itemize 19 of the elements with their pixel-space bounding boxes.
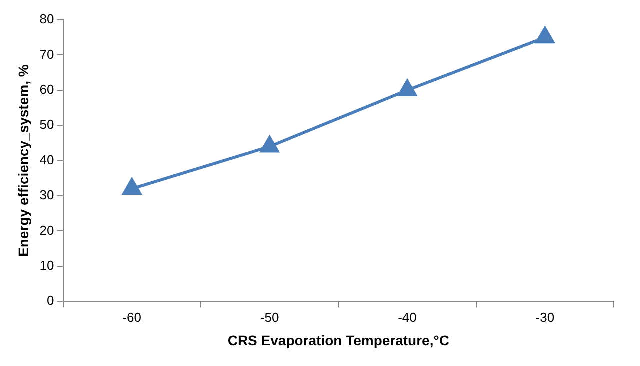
y-tick-label: 30 [40,188,54,203]
y-tick-label: 20 [40,222,54,238]
point [536,27,554,44]
y-tick-label: 50 [40,117,54,132]
x-tick-label: -50 [260,310,280,325]
y-tick-label: 10 [40,258,54,273]
x-tick-label: -40 [398,310,417,325]
x-axis-title: CRS Evaporation Temperature,°C [228,332,450,348]
point [122,178,142,195]
x-tick-label: -60 [122,310,142,325]
point [398,80,417,96]
y-axis-title: Energy efficiency_system, % [15,64,32,257]
y-tick-label: 40 [40,152,54,168]
point [260,136,280,153]
y-tick-label: 0 [47,293,54,308]
y-tick-label: 70 [40,46,54,62]
y-tick-label: 60 [40,82,54,97]
y-tick-label: 80 [40,12,54,27]
x-tick-label: -30 [536,310,555,325]
